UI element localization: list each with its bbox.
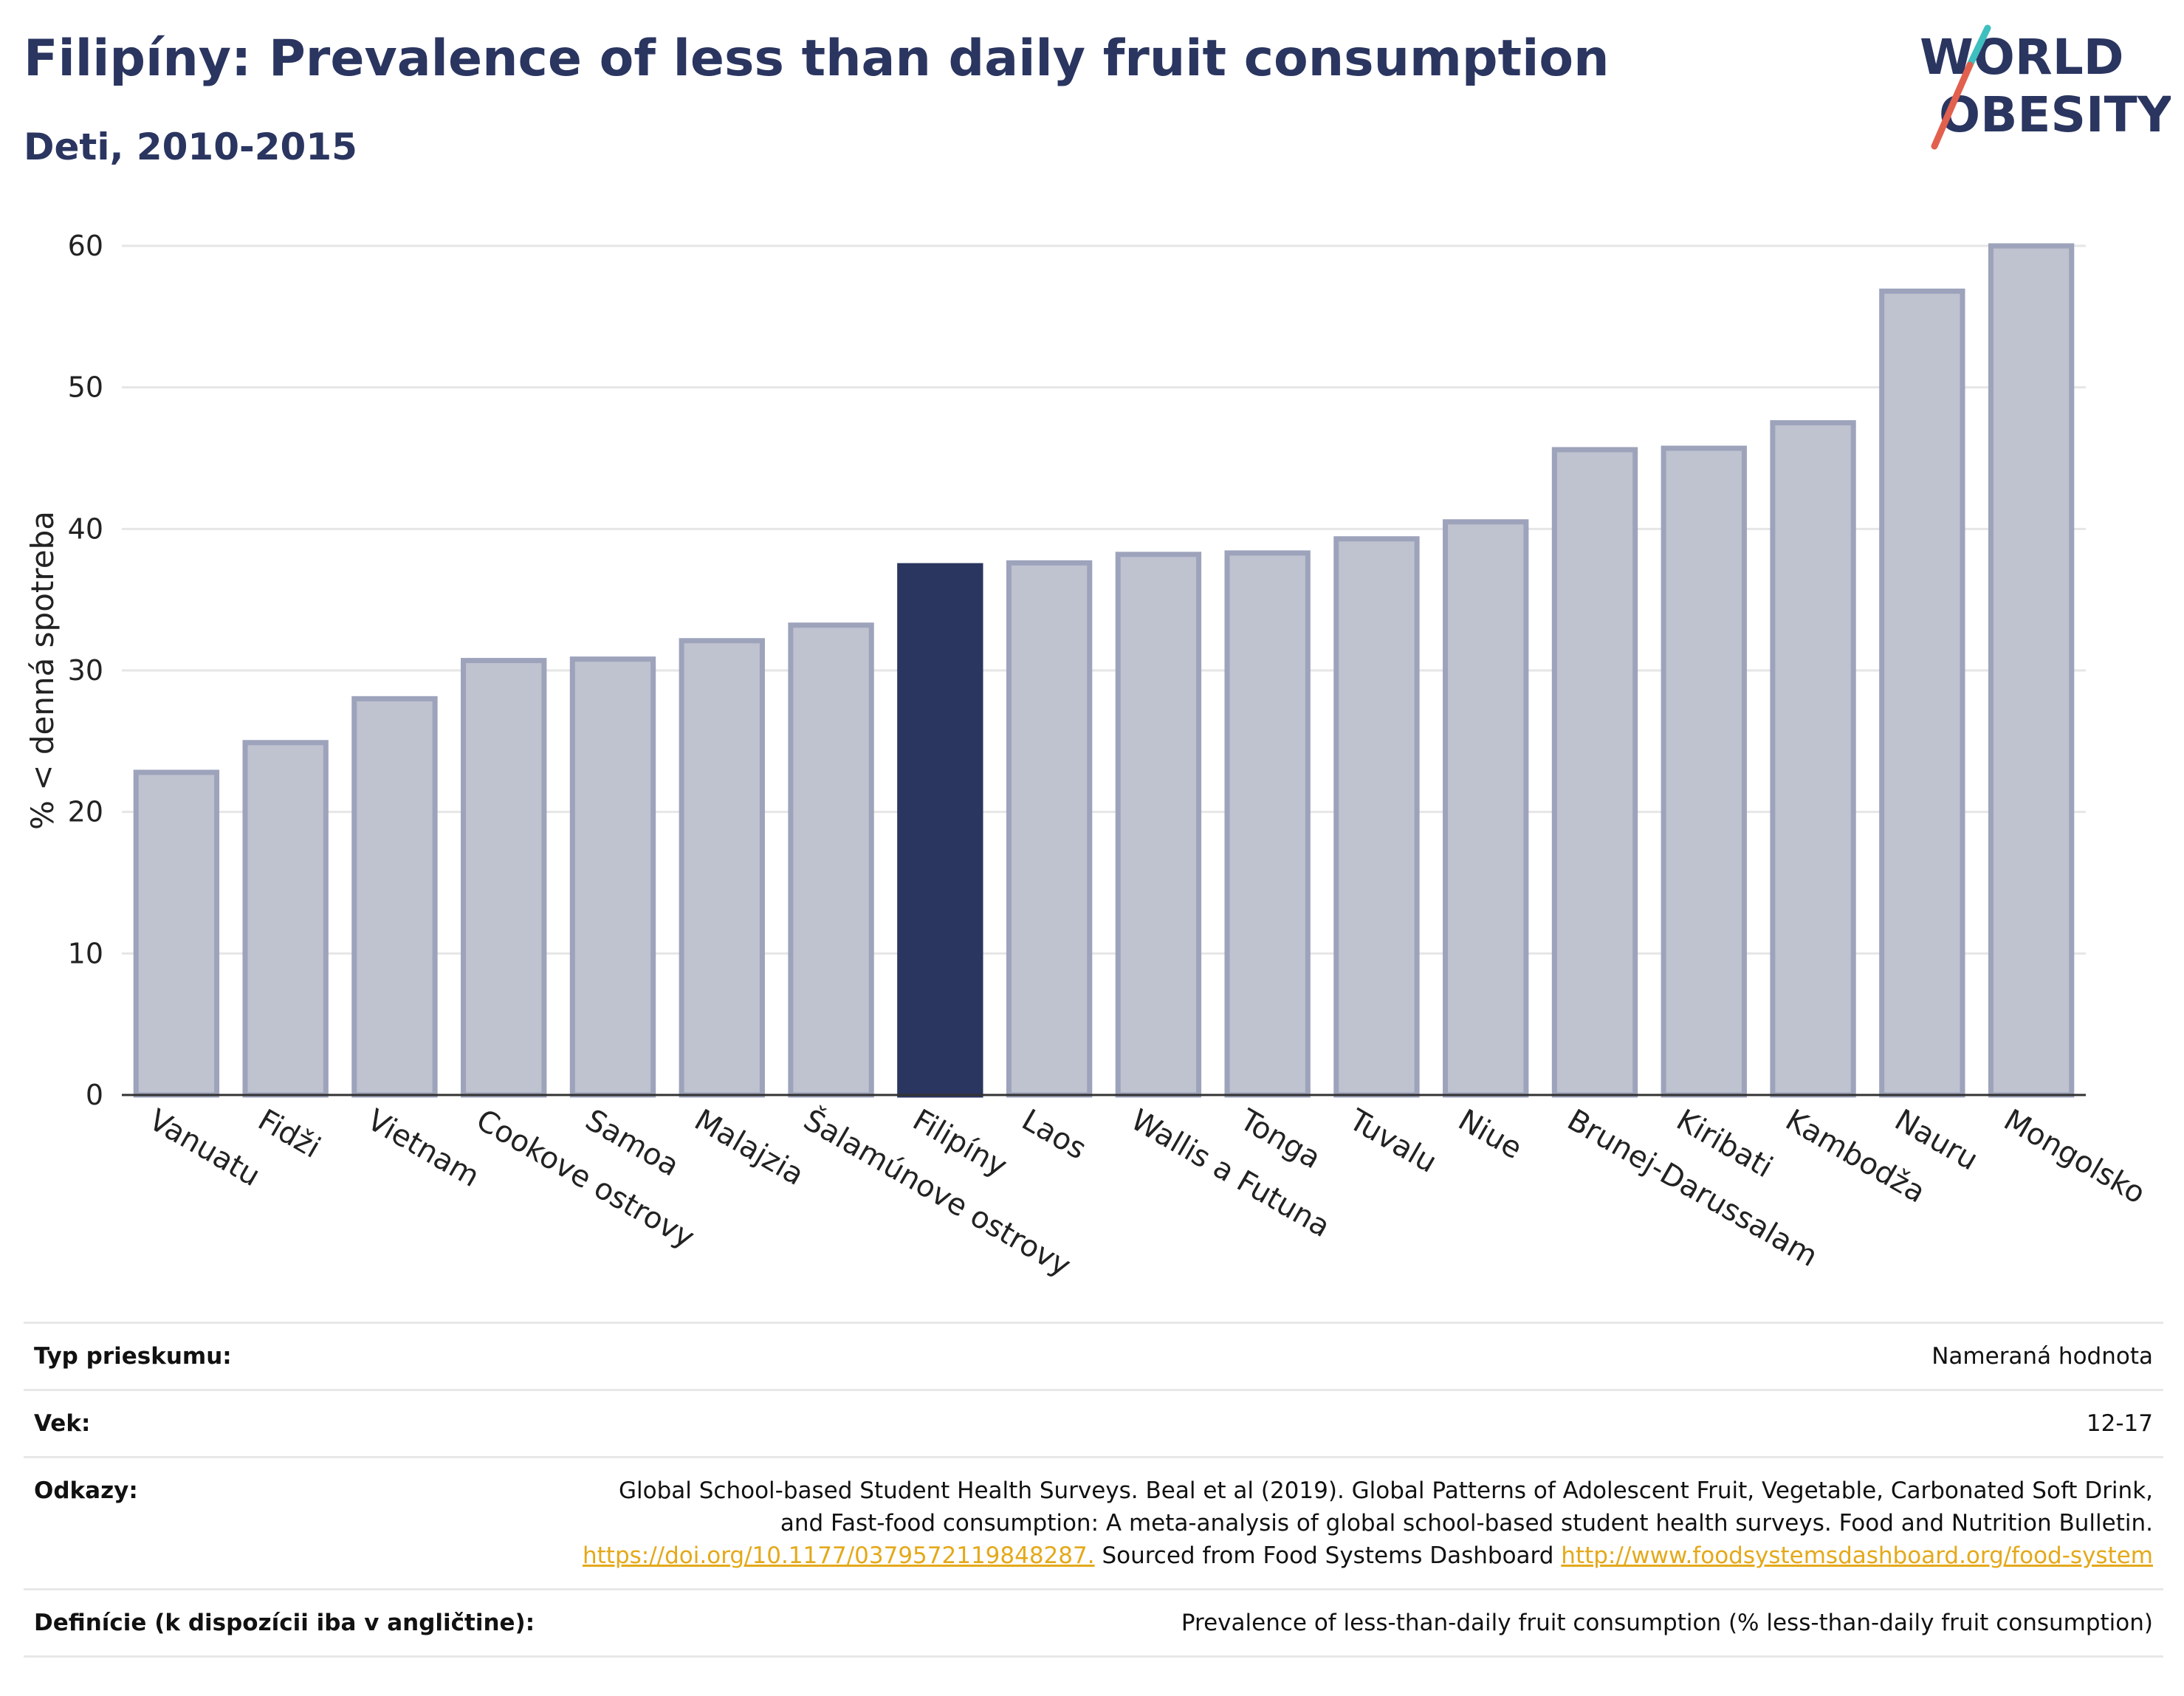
bar-wallis-a-futuna xyxy=(1115,552,1202,1098)
survey-type-label: Typ prieskumu: xyxy=(24,1322,561,1390)
logo-line1: WORLD xyxy=(1920,29,2124,86)
bar-mongolsko xyxy=(1988,243,2075,1098)
x-tick-label: Wallis a Futuna xyxy=(1125,1103,1336,1244)
y-tick-label: 10 xyxy=(68,937,103,969)
y-tick-label: 50 xyxy=(68,371,103,404)
logo-line2: OBESITY xyxy=(1939,86,2171,143)
y-axis-label: % < denná spotreba xyxy=(24,511,61,830)
bar-malajzia xyxy=(679,638,765,1098)
metadata-table: Typ prieskumu: Nameraná hodnota Vek: 12-… xyxy=(24,1322,2163,1658)
x-tick-label: Mongolsko xyxy=(1998,1103,2151,1211)
y-axis-ticks: 0 10 20 30 40 50 60 xyxy=(68,230,103,1111)
x-tick-label: Malajzia xyxy=(689,1103,810,1192)
x-tick-label: Vanuatu xyxy=(143,1103,266,1193)
references-label: Odkazy: xyxy=(24,1456,561,1590)
x-tick-label: Vietnam xyxy=(361,1103,484,1194)
references-source: Sourced from Food Systems Dashboard xyxy=(1102,1542,1554,1569)
dashboard-link[interactable]: http://www.foodsystemsdashboard.org/food… xyxy=(1561,1542,2153,1569)
y-tick-label: 40 xyxy=(68,512,103,545)
x-tick-label: Niue xyxy=(1452,1103,1528,1166)
bar-samoa xyxy=(569,656,656,1098)
bar-vanuatu xyxy=(133,769,220,1098)
age-label: Vek: xyxy=(24,1389,561,1458)
gridlines xyxy=(122,244,2086,955)
bar-laos xyxy=(1006,560,1093,1098)
references-value: Global School-based Student Health Surve… xyxy=(561,1456,2163,1590)
y-tick-label: 60 xyxy=(68,230,103,262)
bar-niue xyxy=(1443,519,1529,1098)
meta-row-survey-type: Typ prieskumu: Nameraná hodnota xyxy=(24,1322,2163,1390)
bar-cookove-ostrovy xyxy=(461,658,547,1098)
bar-filipíny xyxy=(897,563,983,1098)
bar-nauru xyxy=(1879,288,1965,1098)
logo-slash-coral xyxy=(1931,61,1974,150)
x-tick-label: Fidži xyxy=(253,1103,326,1165)
x-tick-label: Laos xyxy=(1016,1103,1092,1167)
meta-row-definition: Definície (k dispozícii iba v angličtine… xyxy=(24,1588,2163,1658)
logo-slash-teal xyxy=(1966,24,1991,69)
bar-kiribati xyxy=(1661,445,1747,1098)
bar-tonga xyxy=(1224,550,1311,1098)
age-value: 12-17 xyxy=(561,1389,2163,1458)
bar-brunej-darussalam xyxy=(1551,447,1638,1098)
bars xyxy=(133,243,2075,1098)
y-tick-label: 20 xyxy=(68,796,103,828)
bar-vietnam xyxy=(351,696,438,1098)
bar-kambodža xyxy=(1770,420,1856,1098)
y-tick-label: 30 xyxy=(68,654,103,687)
definition-value: Prevalence of less-than-daily fruit cons… xyxy=(561,1588,2163,1658)
world-obesity-logo: WORLD OBESITY xyxy=(1920,24,2171,150)
meta-row-references: Odkazy: Global School-based Student Heal… xyxy=(24,1456,2163,1590)
x-tick-label: Tuvalu xyxy=(1343,1102,1443,1180)
y-tick-label: 0 xyxy=(86,1079,103,1111)
references-text: Global School-based Student Health Surve… xyxy=(619,1477,2153,1537)
survey-type-value: Nameraná hodnota xyxy=(561,1322,2163,1390)
chart-subtitle: Deti, 2010-2015 xyxy=(24,126,357,168)
chart-title: Filipíny: Prevalence of less than daily … xyxy=(24,30,1610,88)
bar-šalamúnove-ostrovy xyxy=(788,622,874,1098)
bar-fidži xyxy=(242,740,329,1098)
doi-link[interactable]: https://doi.org/10.1177/0379572119848287… xyxy=(583,1542,1095,1569)
bar-tuvalu xyxy=(1333,536,1420,1098)
meta-row-age: Vek: 12-17 xyxy=(24,1389,2163,1458)
definition-label: Definície (k dispozícii iba v angličtine… xyxy=(24,1588,561,1658)
